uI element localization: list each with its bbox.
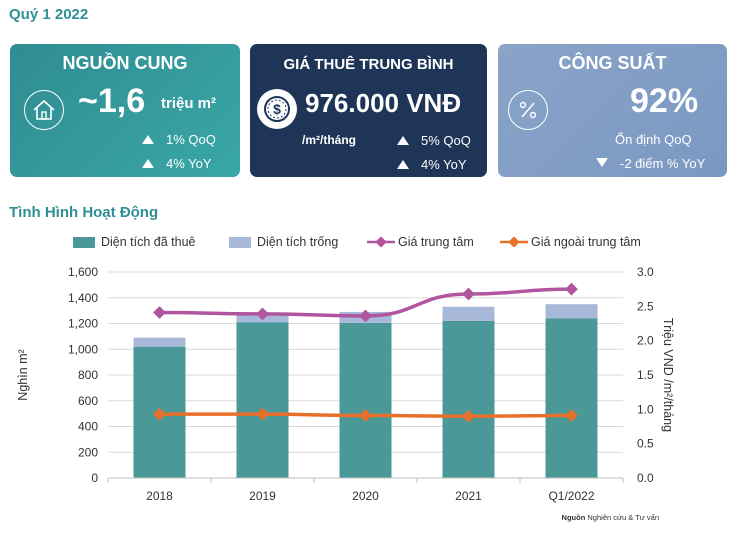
bar-leased bbox=[339, 322, 392, 478]
x-tick-label: 2019 bbox=[249, 489, 276, 503]
x-tick-label: Q1/2022 bbox=[548, 489, 594, 503]
bar-leased bbox=[442, 320, 495, 478]
rent-value: 976.000 VNĐ bbox=[305, 88, 462, 118]
supply-unit: triệu m² bbox=[161, 95, 217, 112]
down-arrow-icon bbox=[596, 158, 608, 167]
supply-card: NGUỒN CUNG ~1,6 triệu m² 1% QoQ 4% YoY bbox=[10, 44, 240, 177]
y-tick-label: 1,400 bbox=[68, 291, 98, 305]
line-point-marker bbox=[256, 407, 269, 421]
y-tick-label: 1,000 bbox=[68, 342, 98, 356]
x-tick-label: 2020 bbox=[352, 489, 379, 503]
x-tick-label: 2018 bbox=[146, 489, 173, 503]
occupancy-status: Ổn định QoQ bbox=[615, 132, 692, 147]
y-right-tick-label: 0.0 bbox=[637, 471, 654, 485]
bar-vacant bbox=[442, 306, 495, 321]
y-right-tick-label: 0.5 bbox=[637, 437, 654, 451]
y-right-tick-label: 2.5 bbox=[637, 299, 654, 313]
rent-card: GIÁ THUÊ TRUNG BÌNH $ 976.000 VNĐ /m²/th… bbox=[250, 44, 487, 177]
line-point-marker bbox=[565, 282, 578, 296]
y-right-tick-label: 1.5 bbox=[637, 368, 654, 382]
bar-leased bbox=[545, 318, 598, 478]
page-title: Quý 1 2022 bbox=[9, 6, 89, 23]
occupancy-title: CÔNG SUẤT bbox=[558, 53, 667, 73]
legend-line-marker bbox=[500, 237, 528, 247]
percent-icon bbox=[508, 90, 548, 130]
y-right-tick-label: 1.0 bbox=[637, 402, 654, 416]
y-axis-title: Nghìn m² bbox=[16, 349, 30, 400]
occupancy-value: 92% bbox=[630, 82, 699, 120]
y-tick-label: 1,200 bbox=[68, 317, 98, 331]
line-point-marker bbox=[462, 409, 475, 423]
bar-vacant bbox=[133, 337, 186, 347]
chart-area: 0 200 400 600 800 1,000 1,200 1,400 1,600 0.0 0.5 1… bbox=[16, 265, 675, 503]
supply-value: ~1,6 bbox=[78, 82, 146, 120]
line-point-marker bbox=[153, 306, 166, 319]
up-arrow-icon bbox=[142, 159, 154, 168]
line-point-marker bbox=[256, 307, 269, 321]
house-icon bbox=[24, 90, 64, 130]
y-tick-label: 600 bbox=[78, 394, 98, 408]
y-right-tick-label: 3.0 bbox=[637, 265, 654, 279]
line-point-marker bbox=[359, 409, 372, 422]
rent-yoy: 4% YoY bbox=[397, 157, 467, 172]
x-tick-label: 2021 bbox=[455, 489, 482, 503]
up-arrow-icon bbox=[397, 160, 409, 169]
dollar-coin-icon: $ bbox=[257, 89, 297, 129]
y-right-axis-title: Triệu VND /m²/tháng bbox=[661, 318, 675, 432]
line-point-marker bbox=[462, 287, 475, 301]
source-note: Nguồn Nghiên cứu & Tư vấn bbox=[561, 513, 659, 522]
supply-yoy: 4% YoY bbox=[142, 156, 212, 171]
occupancy-card: CÔNG SUẤT 92% Ổn định QoQ -2 điểm % YoY bbox=[498, 44, 727, 177]
legend-swatch bbox=[229, 236, 251, 248]
legend-item-cbd-price: Giá trung tâm bbox=[367, 235, 474, 249]
legend-item-vacant: Diện tích trống bbox=[229, 235, 338, 249]
supply-title: NGUỒN CUNG bbox=[62, 53, 188, 73]
y-right-tick-label: 2.0 bbox=[637, 334, 654, 348]
legend-item-leased: Diện tích đã thuê bbox=[73, 235, 196, 249]
y-tick-label: 1,600 bbox=[68, 265, 98, 279]
chart-legend: Diện tích đã thuê Diện tích trống Giá tr… bbox=[0, 235, 737, 253]
bar-leased bbox=[236, 322, 289, 478]
rent-qoq: 5% QoQ bbox=[397, 133, 471, 148]
legend-swatch bbox=[73, 236, 95, 248]
up-arrow-icon bbox=[142, 135, 154, 144]
bar-vacant bbox=[545, 304, 598, 319]
y-tick-label: 800 bbox=[78, 368, 98, 382]
legend-item-noncbd-price: Giá ngoài trung tâm bbox=[500, 235, 641, 249]
rent-unit: /m²/tháng bbox=[302, 133, 356, 147]
line-point-marker bbox=[153, 407, 166, 421]
rent-title: GIÁ THUÊ TRUNG BÌNH bbox=[283, 56, 454, 73]
y-tick-label: 0 bbox=[91, 471, 98, 485]
legend-line-marker bbox=[367, 237, 395, 247]
occupancy-yoy: -2 điểm % YoY bbox=[596, 156, 705, 171]
supply-qoq: 1% QoQ bbox=[142, 132, 216, 147]
y-tick-label: 400 bbox=[78, 420, 98, 434]
up-arrow-icon bbox=[397, 136, 409, 145]
y-tick-label: 200 bbox=[78, 445, 98, 459]
svg-text:$: $ bbox=[273, 101, 281, 117]
section-title: Tình Hình Hoạt Động bbox=[9, 204, 159, 221]
